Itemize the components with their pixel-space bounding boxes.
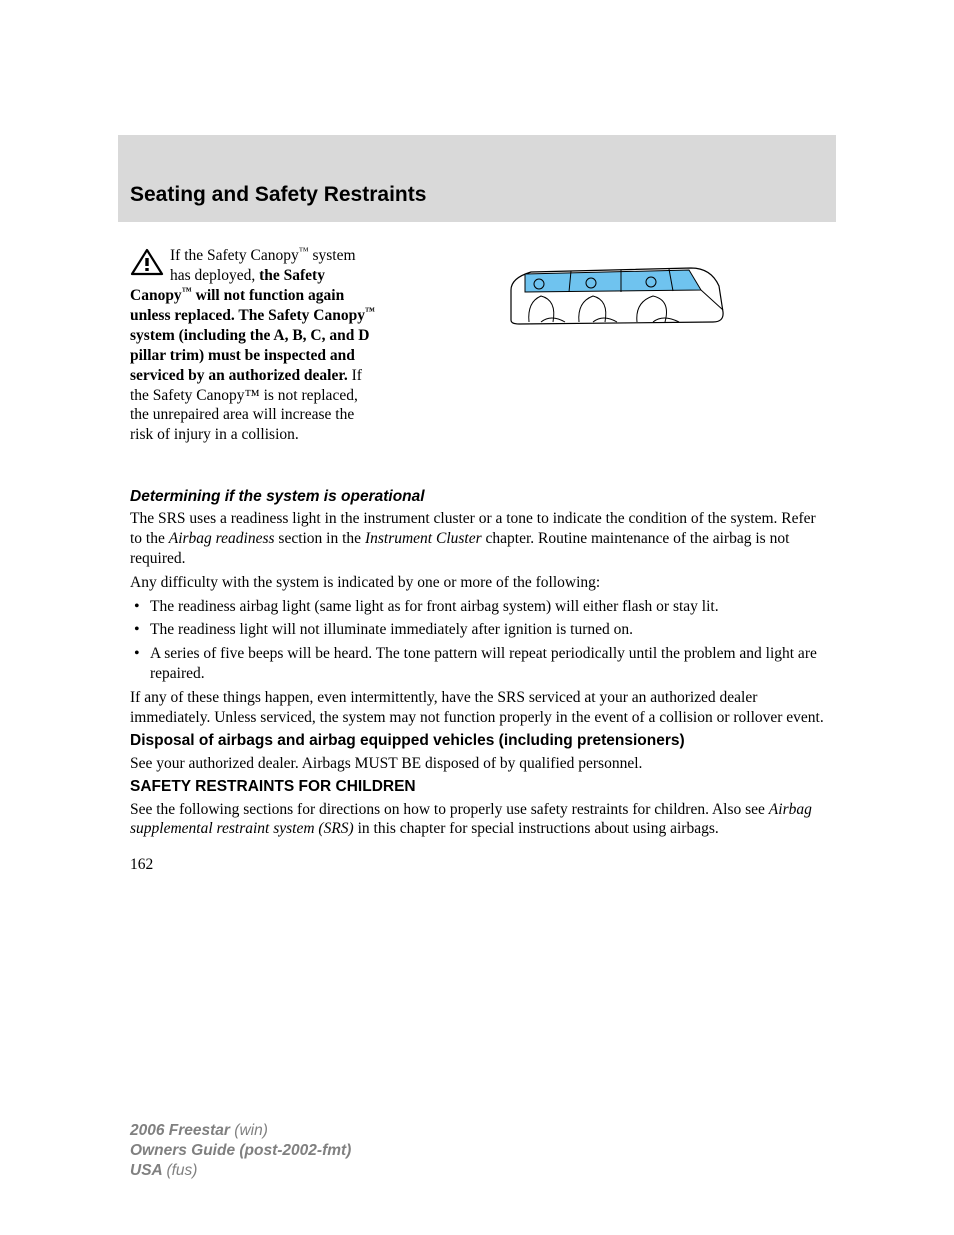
- body-text: Any difficulty with the system is indica…: [130, 573, 824, 593]
- warning-text: If the Safety Canopy™ system has deploye…: [130, 246, 380, 445]
- warning-bold: the Safety Canopy™ will not function aga…: [130, 267, 375, 383]
- list-item: The readiness light will not illuminate …: [130, 620, 824, 640]
- footer-line: USA (fus): [130, 1161, 351, 1181]
- body-text: The SRS uses a readiness light in the in…: [130, 509, 824, 568]
- vehicle-airbag-diagram: [408, 246, 824, 445]
- subheading-operational: Determining if the system is operational: [130, 487, 824, 507]
- list-item: The readiness airbag light (same light a…: [130, 597, 824, 617]
- list-item: A series of five beeps will be heard. Th…: [130, 644, 824, 684]
- symptom-list: The readiness airbag light (same light a…: [130, 597, 824, 684]
- subheading-disposal: Disposal of airbags and airbag equipped …: [130, 731, 824, 751]
- header-band: Seating and Safety Restraints: [118, 135, 836, 222]
- warning-triangle-icon: [130, 248, 164, 282]
- section-title: Seating and Safety Restraints: [130, 181, 836, 208]
- page-number: 162: [130, 855, 824, 875]
- warning-block: If the Safety Canopy™ system has deploye…: [130, 246, 824, 445]
- body-text: If any of these things happen, even inte…: [130, 688, 824, 728]
- footer-line: 2006 Freestar (win): [130, 1121, 351, 1141]
- body-text: See the following sections for direction…: [130, 800, 824, 840]
- footer-line: Owners Guide (post-2002-fmt): [130, 1141, 351, 1161]
- body-text: See your authorized dealer. Airbags MUST…: [130, 754, 824, 774]
- manual-page: Seating and Safety Restraints If the Saf…: [0, 0, 954, 1235]
- footer-metadata: 2006 Freestar (win) Owners Guide (post-2…: [130, 1121, 351, 1181]
- subheading-children: SAFETY RESTRAINTS FOR CHILDREN: [130, 777, 824, 797]
